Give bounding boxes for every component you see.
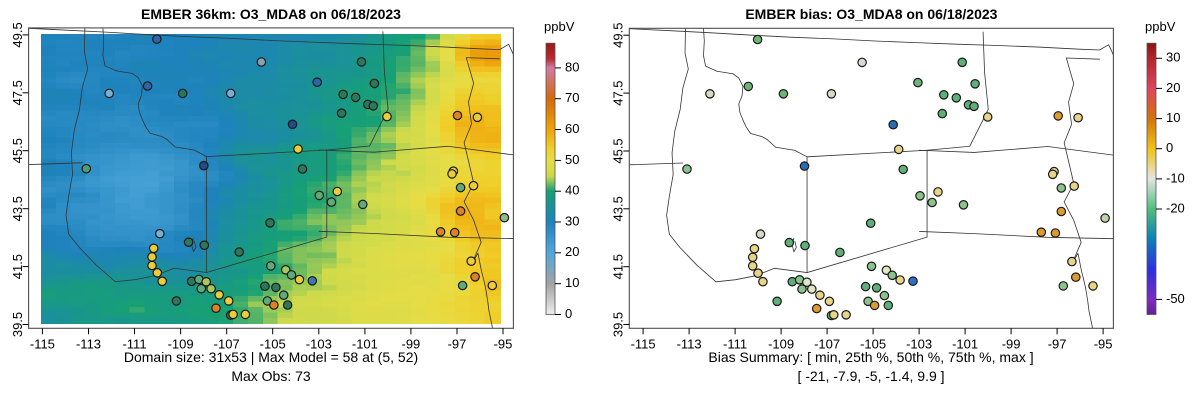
svg-text:70: 70 xyxy=(565,90,579,105)
svg-text:41.5: 41.5 xyxy=(10,254,25,279)
svg-text:47.5: 47.5 xyxy=(10,80,25,105)
svg-text:39.5: 39.5 xyxy=(10,312,25,337)
svg-text:49.5: 49.5 xyxy=(10,22,25,47)
svg-text:-97: -97 xyxy=(448,336,467,351)
svg-text:0: 0 xyxy=(1166,140,1173,155)
svg-text:39.5: 39.5 xyxy=(611,312,626,337)
svg-text:20: 20 xyxy=(1166,80,1180,95)
svg-text:ppbV: ppbV xyxy=(1145,19,1176,34)
svg-text:20: 20 xyxy=(565,244,579,259)
svg-text:-115: -115 xyxy=(631,336,656,351)
svg-text:80: 80 xyxy=(565,59,579,74)
svg-text:-97: -97 xyxy=(1048,336,1067,351)
svg-text:ppbV: ppbV xyxy=(544,19,575,34)
svg-text:43.5: 43.5 xyxy=(611,196,626,221)
svg-text:60: 60 xyxy=(565,121,579,136)
svg-text:-115: -115 xyxy=(30,336,55,351)
svg-text:-20: -20 xyxy=(1166,200,1185,215)
svg-text:EMBER 36km: O3_MDA8 on 06/18/2: EMBER 36km: O3_MDA8 on 06/18/2023 xyxy=(141,6,401,22)
svg-text:[ -21, -7.9, -5, -1.4, 9.9: [ -21, -7.9, -5, -1.4, 9.9 ] xyxy=(797,368,944,384)
svg-text:EMBER bias: O3_MDA8 on 06/18/2: EMBER bias: O3_MDA8 on 06/18/2023 xyxy=(745,6,997,22)
svg-text:49.5: 49.5 xyxy=(611,23,626,48)
svg-text:-95: -95 xyxy=(1094,336,1113,351)
svg-text:47.5: 47.5 xyxy=(611,80,626,105)
svg-text:45.5: 45.5 xyxy=(10,138,25,163)
svg-text:40: 40 xyxy=(565,183,579,198)
svg-text:-10: -10 xyxy=(1166,170,1185,185)
svg-text:30: 30 xyxy=(565,213,579,228)
svg-text:41.5: 41.5 xyxy=(611,254,626,279)
svg-text:10: 10 xyxy=(1166,110,1180,125)
svg-text:-113: -113 xyxy=(76,336,101,351)
svg-text:0: 0 xyxy=(565,306,572,321)
svg-text:-113: -113 xyxy=(677,336,702,351)
svg-text:30: 30 xyxy=(1166,50,1180,65)
svg-text:-95: -95 xyxy=(494,336,513,351)
svg-text:50: 50 xyxy=(565,152,579,167)
svg-text:Domain size: 31x53 | Max Model: Domain size: 31x53 | Max Model = 58 at (… xyxy=(124,349,418,365)
svg-text:Bias Summary: [ min, 25th %, 5: Bias Summary: [ min, 25th %, 50th %, 75t… xyxy=(708,349,1033,365)
svg-text:10: 10 xyxy=(565,275,579,290)
svg-text:43.5: 43.5 xyxy=(10,196,25,221)
svg-text:Max Obs: 73: Max Obs: 73 xyxy=(231,368,311,384)
svg-text:-50: -50 xyxy=(1166,291,1185,306)
svg-text:45.5: 45.5 xyxy=(611,138,626,163)
